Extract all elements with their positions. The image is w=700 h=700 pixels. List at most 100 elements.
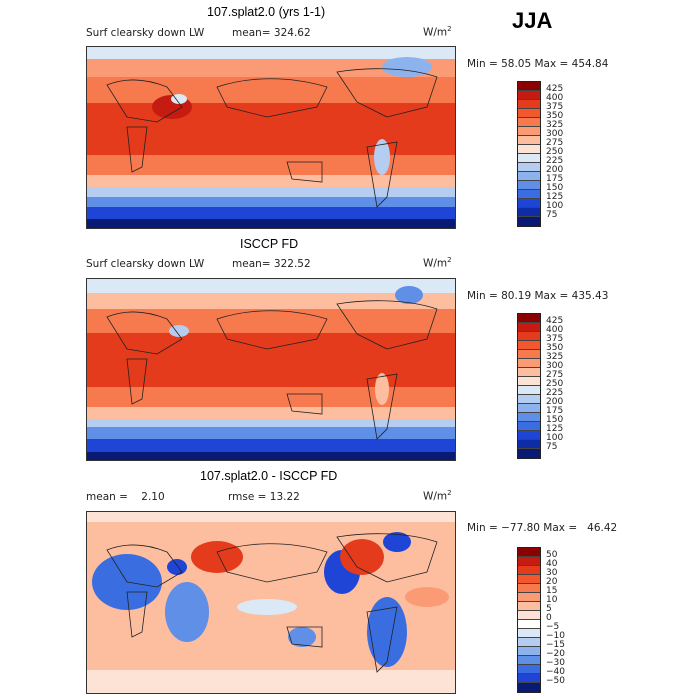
panel-1-level-label: 425 [546,84,564,94]
panel-1-map-svg [87,47,455,228]
panel-1-title: 107.splat2.0 (yrs 1-1) [207,5,326,19]
panel-2-colorbar-cell [518,314,540,323]
panel-3-colorbar-cell [518,674,540,683]
panel-1-units-base: W/m [423,26,448,39]
panel-2-level-label: 250 [546,379,564,389]
panel-1-colorbar-cell [518,91,540,100]
panel-2-minmax: Min = 80.19 Max = 435.43 [467,290,609,302]
panel-3-level-label: 30 [546,568,558,578]
panel-1-level-label: 225 [546,156,564,166]
panel-2-map-svg [87,279,455,460]
panel-3-colorbar-cell [518,665,540,674]
panel-1-level-label: 275 [546,138,564,148]
panel-1-minmax: Min = 58.05 Max = 454.84 [467,58,609,70]
panel-2-units-exp: 2 [447,256,452,264]
panel-3-level-label: 40 [546,559,558,569]
panel-2-level-label: 300 [546,361,564,371]
panel-1-mean-label: mean= [232,27,271,39]
panel-2-level-label: 75 [546,442,558,452]
panel-1-level-label: 400 [546,93,564,103]
panel-3-map [86,511,456,694]
panel-2-colorbar-cell [518,431,540,440]
panel-2-level-label: 400 [546,325,564,335]
panel-2-units-base: W/m [423,257,448,270]
panel-1-colorbar-cell [518,154,540,163]
panel-2-colorbar-cell [518,386,540,395]
panel-1-colorbar-cell [518,82,540,91]
panel-2-colorbar-cell [518,449,540,458]
panel-2-variable-label: Surf clearsky down LW [86,258,205,270]
panel-3-level-label: −5 [546,622,560,632]
panel-1-colorbar-cell [518,109,540,118]
panel-3-level-label: 20 [546,577,558,587]
panel-2-colorbar-cell [518,413,540,422]
panel-2-units: W/m2 [423,256,452,270]
panel-2-colorbar-cell [518,377,540,386]
panel-3-level-label: −30 [546,658,565,668]
panel-3-rmse: rmse = 13.22 [228,491,300,503]
panel-2-level-label: 325 [546,352,564,362]
panel-3-units-exp: 2 [447,489,452,497]
panel-1-colorbar-cell [518,217,540,226]
panel-2-level-label: 375 [546,334,564,344]
panel-1-map [86,46,456,229]
panel-1-level-label: 350 [546,111,564,121]
panel-2-colorbar-cell [518,440,540,449]
panel-1-variable-label: Surf clearsky down LW [86,27,205,39]
panel-3-level-label: −10 [546,631,565,641]
panel-3-level-label: −15 [546,640,565,650]
panel-2-mean: mean= 322.52 [232,258,311,270]
panel-1-colorbar-cell [518,190,540,199]
panel-2-colorbar [517,313,541,459]
panel-2-colorbar-cell [518,350,540,359]
panel-3-colorbar-cell [518,575,540,584]
panel-3-units-base: W/m [423,490,448,503]
panel-3-level-label: −50 [546,676,565,686]
panel-2-colorbar-cell [518,359,540,368]
panel-3-level-label: −20 [546,649,565,659]
panel-2-level-label: 225 [546,388,564,398]
panel-1-level-label: 375 [546,102,564,112]
panel-3-colorbar-cell [518,593,540,602]
panel-3-rmse-label: rmse = [228,491,267,503]
panel-1-colorbar-cell [518,136,540,145]
panel-1-colorbar-cell [518,208,540,217]
panel-2-colorbar-cell [518,368,540,377]
panel-3-colorbar-cell [518,602,540,611]
panel-2-level-label: 275 [546,370,564,380]
panel-3-colorbar-cell [518,647,540,656]
panel-1-colorbar-cell [518,145,540,154]
panel-2-level-label: 150 [546,415,564,425]
panel-3-colorbar-cell [518,620,540,629]
panel-2-title: ISCCP FD [240,237,299,251]
panel-1-level-label: 175 [546,174,564,184]
panel-2-level-label: 425 [546,316,564,326]
panel-3-mean: mean = 2.10 [86,491,165,503]
panel-3-colorbar-cell [518,611,540,620]
panel-1-mean: mean= 324.62 [232,27,311,39]
panel-1-mean-value: 324.62 [273,27,311,39]
panel-1-colorbar-cell [518,172,540,181]
panel-1-colorbar-cell [518,163,540,172]
panel-2-level-label: 125 [546,424,564,434]
panel-2-colorbar-cell [518,332,540,341]
panel-1-level-label: 150 [546,183,564,193]
panel-1-colorbar-cell [518,181,540,190]
panel-1-level-label: 125 [546,192,564,202]
panel-1-units: W/m2 [423,25,452,39]
panel-2-level-label: 175 [546,406,564,416]
panel-3-colorbar-cell [518,557,540,566]
panel-3-level-label: −40 [546,667,565,677]
panel-1-level-label: 200 [546,165,564,175]
panel-2-mean-label: mean= [232,258,271,270]
panel-2-mean-value: 322.52 [273,258,311,270]
panel-3-colorbar-cell [518,548,540,557]
season-label: JJA [512,8,553,33]
panel-1-level-label: 250 [546,147,564,157]
panel-1-level-label: 300 [546,129,564,139]
panel-3-colorbar-cell [518,629,540,638]
panel-2-level-label: 200 [546,397,564,407]
panel-3-rmse-value: 13.22 [269,491,300,503]
panel-2-map [86,278,456,461]
panel-3-level-label: 0 [546,613,552,623]
